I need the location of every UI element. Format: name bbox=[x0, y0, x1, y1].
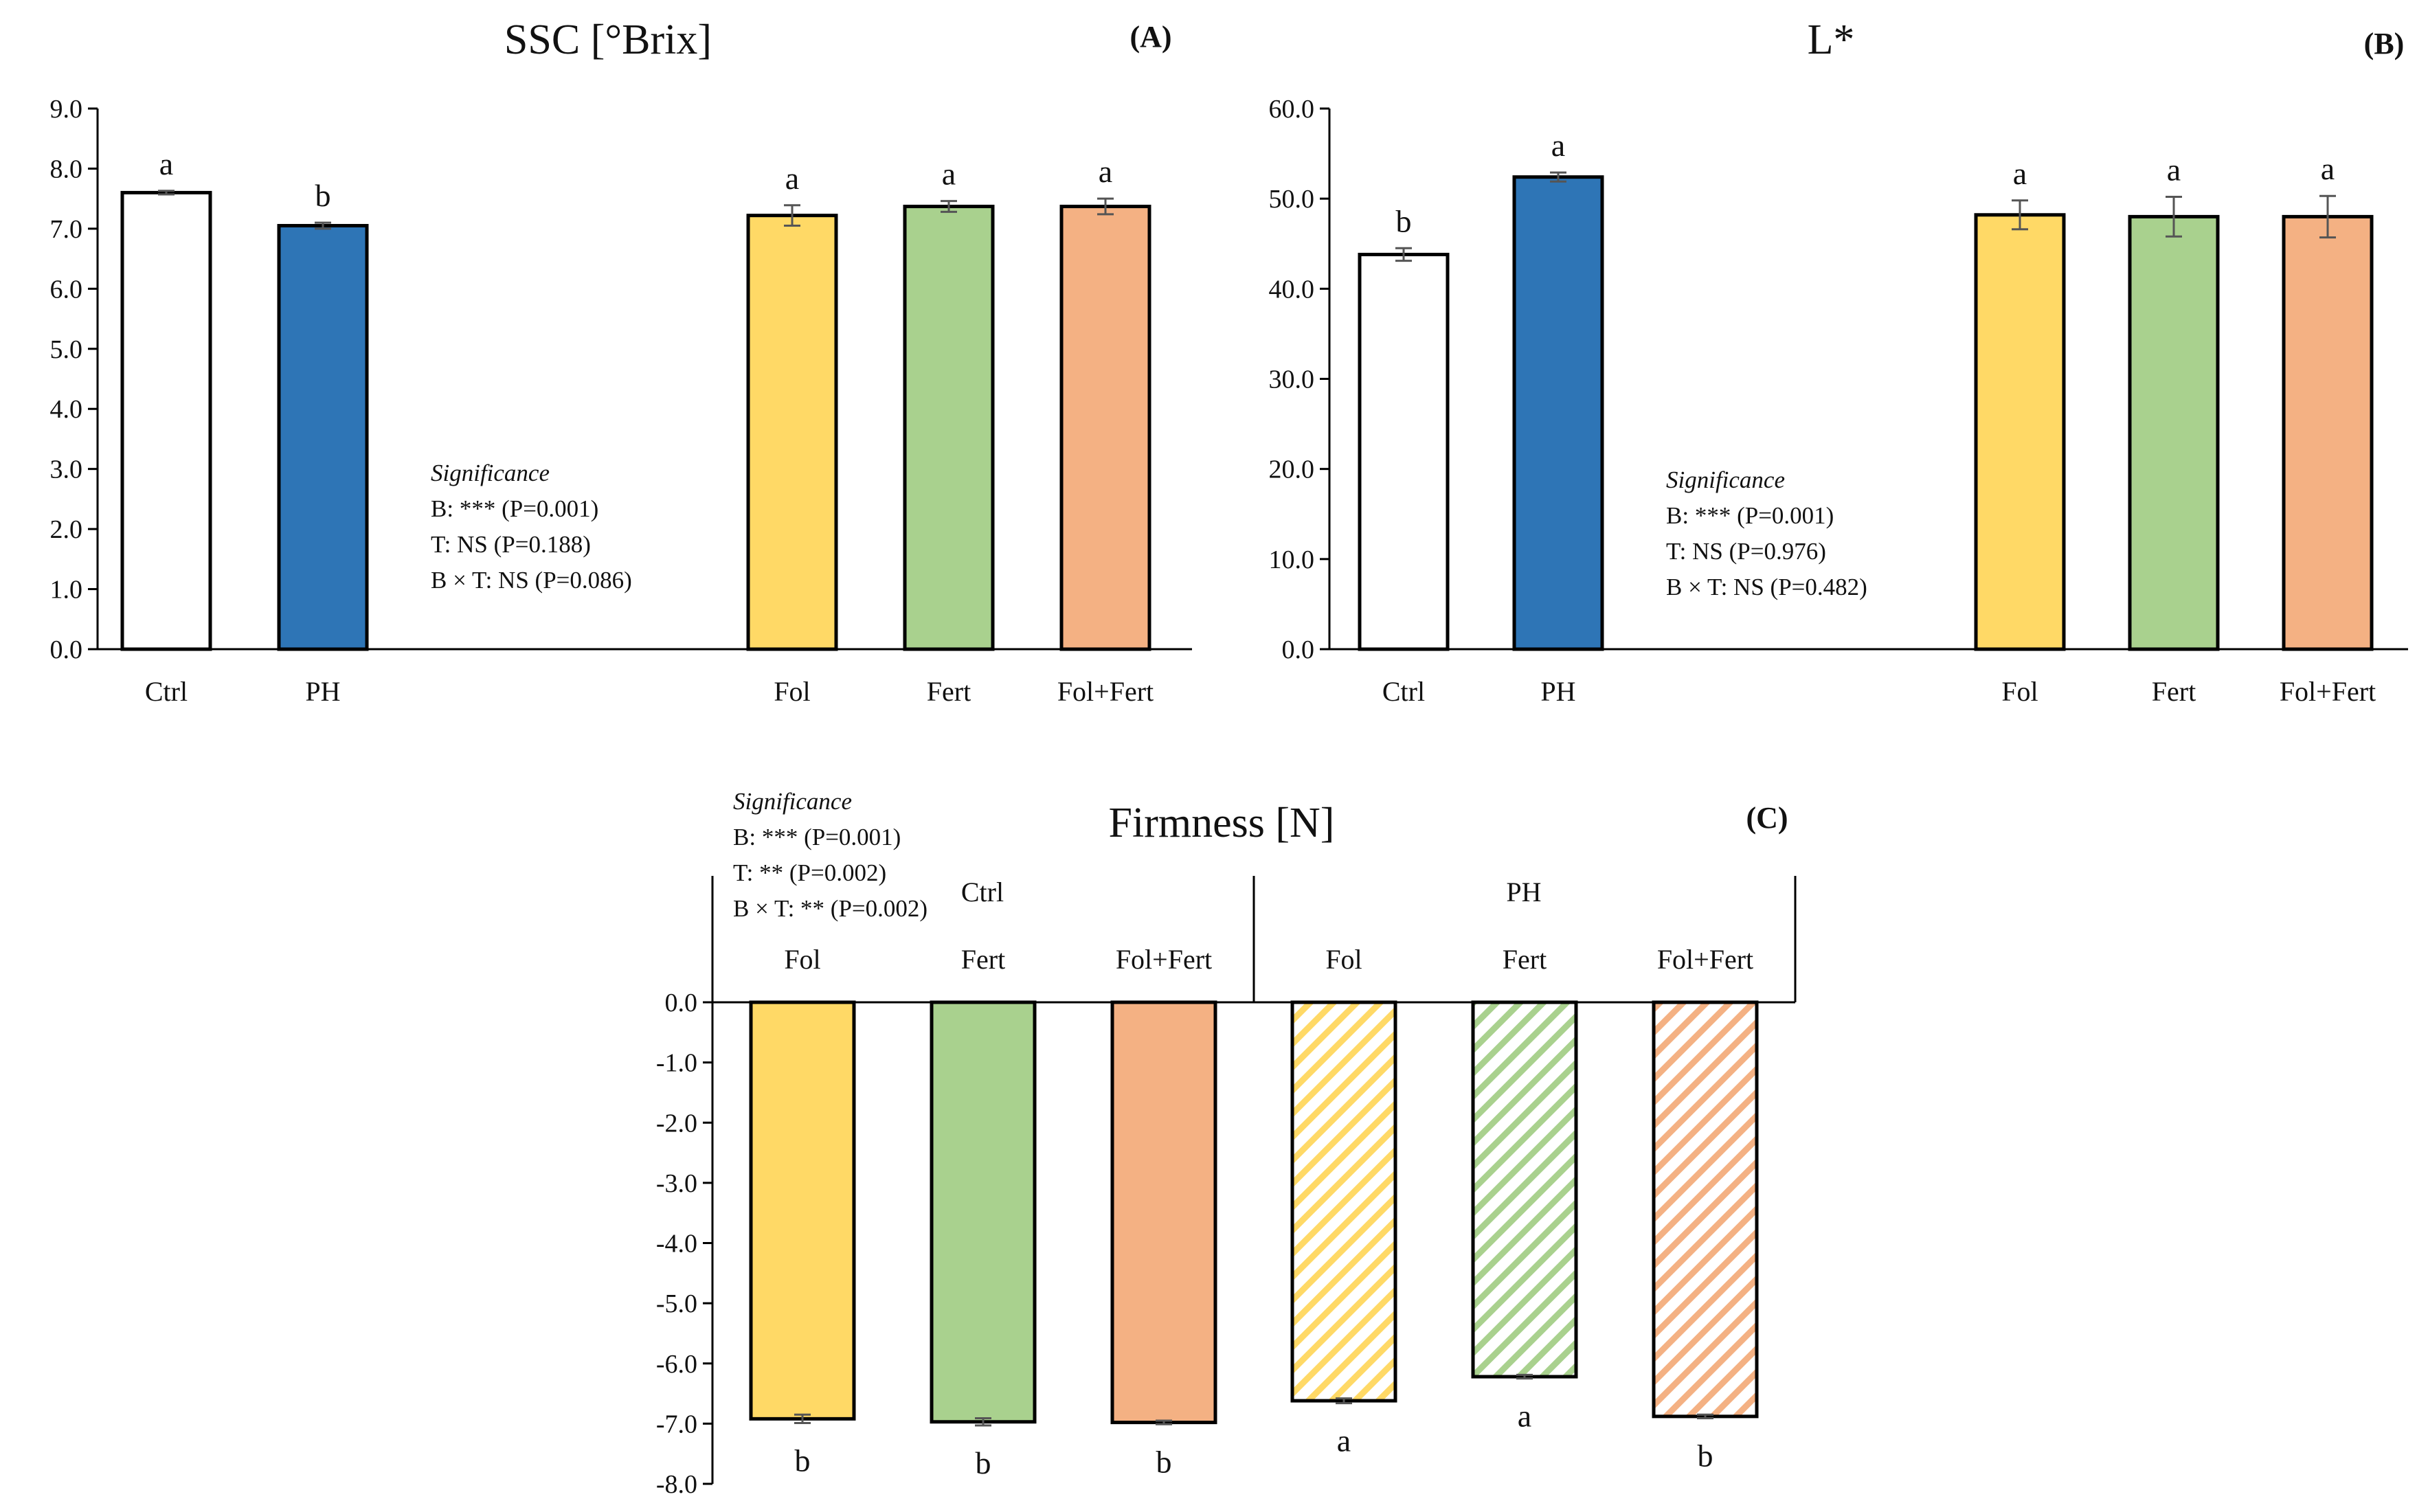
chart-b-bar-fol bbox=[1974, 213, 2066, 651]
chart-a-panel-label: (A) bbox=[1129, 20, 1171, 54]
chart-c-bar-fol-fert bbox=[1110, 1000, 1217, 1425]
chart-c-category-label: Fert bbox=[1503, 944, 1547, 975]
chart-b-significance-title: Significance bbox=[1666, 466, 1785, 493]
chart-a-letter: b bbox=[315, 178, 331, 213]
chart-b-letter: b bbox=[1396, 203, 1412, 238]
chart-a-ytick-label: 6.0 bbox=[50, 275, 83, 304]
chart-b-significance-line-2: T: NS (P=0.976) bbox=[1666, 538, 1826, 565]
chart-c-letter: b bbox=[1698, 1438, 1713, 1473]
chart-c-bar-fol bbox=[1290, 1000, 1397, 1403]
chart-b-ytick-label: 40.0 bbox=[1269, 275, 1315, 304]
chart-a-ytick-label: 2.0 bbox=[50, 515, 83, 544]
chart-a-letter: a bbox=[785, 161, 799, 196]
chart-a-bar-fol-fert bbox=[1059, 205, 1151, 651]
chart-b-significance-line-1: B: *** (P=0.001) bbox=[1666, 502, 1834, 529]
chart-a-bar-ph bbox=[277, 224, 369, 651]
chart-b-category-label: Ctrl bbox=[1382, 676, 1425, 707]
chart-b-title: L* bbox=[1808, 16, 1855, 63]
chart-a-bar-fol bbox=[746, 214, 838, 651]
chart-c-ytick-label: -4.0 bbox=[656, 1230, 697, 1259]
chart-c-ytick-label: 0.0 bbox=[665, 989, 698, 1017]
chart-b-letter: a bbox=[2167, 153, 2181, 188]
chart-b-category-label: Fert bbox=[2152, 676, 2196, 707]
chart-c-letter: b bbox=[976, 1445, 991, 1480]
chart-b-ytick-label: 50.0 bbox=[1269, 185, 1315, 214]
chart-a-letter: a bbox=[942, 157, 956, 192]
chart-c-ytick-label: -6.0 bbox=[656, 1350, 697, 1379]
chart-c-bar-fol bbox=[749, 1000, 856, 1421]
chart-c-ytick-label: -8.0 bbox=[656, 1470, 697, 1499]
chart-a-ytick-label: 0.0 bbox=[50, 635, 83, 664]
chart-c-category-label: Fol bbox=[1325, 944, 1362, 975]
chart-b-letter: a bbox=[1551, 128, 1565, 163]
chart-a-category-label: Fert bbox=[927, 676, 971, 707]
chart-b-bar-ph bbox=[1512, 175, 1604, 651]
chart-a-significance-line-3: B × T: NS (P=0.086) bbox=[431, 567, 632, 594]
chart-b-category-label: Fol bbox=[2001, 676, 2038, 707]
chart-a-ytick-label: 4.0 bbox=[50, 395, 83, 424]
chart-c-group-label-ctrl: Ctrl bbox=[961, 877, 1004, 907]
chart-b-ytick-label: 10.0 bbox=[1269, 545, 1315, 574]
chart-c: Firmness [N] (C) Significance B: *** (P=… bbox=[656, 788, 1797, 1499]
chart-c-bar-fert bbox=[930, 1000, 1037, 1424]
chart-a-letter: a bbox=[1099, 154, 1112, 189]
chart-a-category-label: Fol bbox=[774, 676, 810, 707]
chart-b-bar-fert bbox=[2128, 214, 2220, 651]
chart-c-category-label: Fert bbox=[961, 944, 1005, 975]
chart-b-letter: a bbox=[2321, 151, 2335, 186]
chart-c-bar-fol-fert bbox=[1652, 1000, 1759, 1419]
chart-a-bar-fert bbox=[903, 205, 995, 651]
chart-a-significance-title: Significance bbox=[431, 460, 550, 486]
chart-b-ytick-label: 30.0 bbox=[1269, 365, 1315, 394]
chart-c-panel-label: (C) bbox=[1746, 801, 1788, 835]
chart-b: L* (B) 0.0 10.0 20.0 30.0 40.0 50.0 60.0 b Ctrl… bbox=[1269, 16, 2408, 707]
chart-a-significance-line-1: B: *** (P=0.001) bbox=[431, 495, 598, 522]
chart-a-letter: a bbox=[159, 146, 173, 181]
chart-b-ytick-label: 0.0 bbox=[1282, 635, 1315, 664]
chart-c-category-label: Fol+Fert bbox=[1657, 944, 1753, 975]
chart-c-group-label-ph: PH bbox=[1506, 877, 1541, 907]
chart-b-ytick-label: 20.0 bbox=[1269, 455, 1315, 484]
chart-c-letter: b bbox=[1156, 1444, 1172, 1479]
chart-a-category-label: Ctrl bbox=[145, 676, 188, 707]
chart-c-category-label: Fol+Fert bbox=[1116, 944, 1212, 975]
chart-c-letter: a bbox=[1518, 1399, 1531, 1434]
chart-c-bar-fert bbox=[1471, 1000, 1578, 1379]
chart-b-bar-fol-fert bbox=[2282, 214, 2374, 651]
chart-c-letter: a bbox=[1337, 1423, 1351, 1458]
chart-b-ytick-label: 60.0 bbox=[1269, 95, 1315, 124]
chart-a-category-label: Fol+Fert bbox=[1057, 676, 1154, 707]
chart-a-ytick-label: 9.0 bbox=[50, 95, 83, 124]
chart-c-ytick-label: -1.0 bbox=[656, 1049, 697, 1078]
chart-b-significance-line-3: B × T: NS (P=0.482) bbox=[1666, 574, 1867, 600]
chart-c-significance-line-2: T: ** (P=0.002) bbox=[733, 859, 886, 886]
chart-c-ytick-label: -3.0 bbox=[656, 1169, 697, 1198]
chart-b-panel-label: (B) bbox=[2364, 27, 2405, 60]
chart-a-ytick-label: 1.0 bbox=[50, 576, 83, 605]
chart-c-significance-title: Significance bbox=[733, 788, 852, 815]
chart-c-significance-line-3: B × T: ** (P=0.002) bbox=[733, 895, 928, 922]
chart-c-title: Firmness [N] bbox=[1109, 800, 1335, 846]
chart-c-letter: b bbox=[795, 1443, 811, 1478]
chart-a-bar-ctrl bbox=[120, 190, 212, 651]
chart-c-ytick-label: -5.0 bbox=[656, 1289, 697, 1318]
chart-c-category-label: Fol bbox=[784, 944, 820, 975]
chart-a-category-label: PH bbox=[305, 676, 340, 707]
chart-c-significance-line-1: B: *** (P=0.001) bbox=[733, 824, 901, 850]
chart-a-ytick-label: 3.0 bbox=[50, 455, 83, 484]
chart-a-ytick-label: 8.0 bbox=[50, 155, 83, 183]
chart-a-ytick-label: 5.0 bbox=[50, 335, 83, 364]
chart-a-significance-line-2: T: NS (P=0.188) bbox=[431, 531, 591, 558]
chart-a: SSC [°Brix] (A) 0.0 1.0 2.0 3.0 4.0 5.0 6.0 7.0… bbox=[50, 16, 1192, 707]
chart-a-ytick-label: 7.0 bbox=[50, 215, 83, 244]
chart-b-letter: a bbox=[2013, 156, 2027, 191]
chart-b-category-label: PH bbox=[1540, 676, 1575, 707]
chart-b-category-label: Fol+Fert bbox=[2280, 676, 2376, 707]
chart-a-title: SSC [°Brix] bbox=[504, 16, 712, 63]
chart-c-ytick-label: -7.0 bbox=[656, 1410, 697, 1438]
chart-b-bar-ctrl bbox=[1358, 252, 1450, 651]
chart-c-ytick-label: -2.0 bbox=[656, 1109, 697, 1138]
